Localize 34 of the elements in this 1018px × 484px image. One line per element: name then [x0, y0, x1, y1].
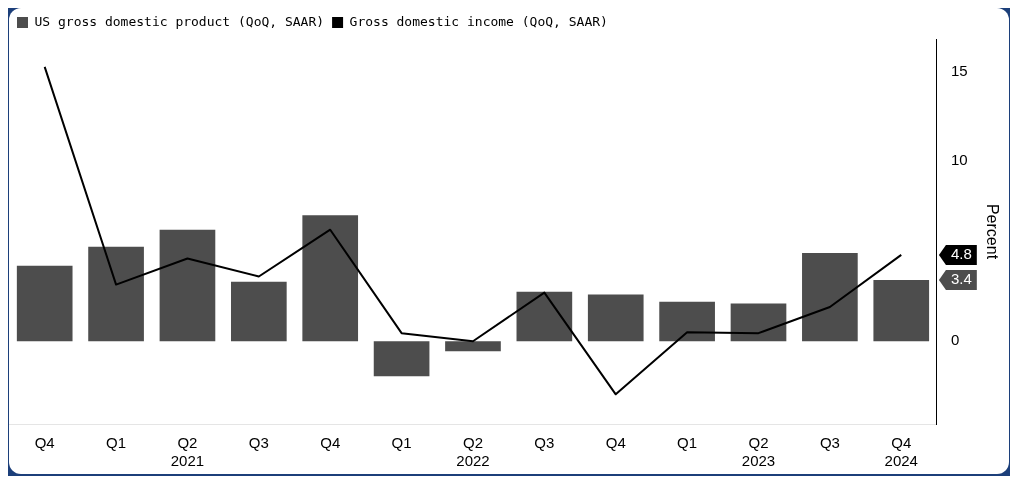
y-axis-title: Percent [983, 203, 1001, 260]
bar [230, 281, 287, 342]
x-tick-label: Q4 [320, 434, 341, 452]
bar [373, 341, 430, 377]
x-tick-label: Q4 [605, 434, 626, 452]
y-tick-label: 0 [950, 331, 960, 349]
bar [659, 301, 715, 342]
x-tick-label: Q1 [391, 434, 412, 452]
x-tick-label: Q3 [819, 434, 840, 452]
bar [516, 291, 573, 342]
bar [302, 215, 359, 342]
y-tick-label: 15 [950, 61, 968, 79]
x-tick-label: Q4 2024 [884, 434, 918, 470]
bar [873, 280, 930, 342]
y-tick-label: 3.4 [950, 270, 972, 288]
x-tick-label: Q4 [34, 434, 55, 452]
x-tick-label: Q1 [106, 434, 127, 452]
bar [587, 294, 644, 342]
y-tick-label: 4.8 [950, 245, 972, 263]
x-tick-label: Q2 2023 [741, 434, 776, 470]
legend-label: Gross domestic income (QoQ, SAAR) [349, 13, 608, 29]
bar [445, 341, 501, 352]
x-tick-label: Q3 [534, 434, 555, 452]
x-tick-label: Q2 2021 [170, 434, 205, 470]
bar [88, 246, 144, 342]
x-tick-label: Q2 2022 [456, 434, 490, 470]
y-tick-label: 10 [950, 151, 968, 169]
bar [16, 265, 73, 342]
x-tick-label: Q1 [677, 434, 698, 452]
bar [802, 253, 858, 342]
legend-label: US gross domestic product (QoQ, SAAR) [34, 13, 325, 29]
x-tick-label: Q3 [248, 434, 269, 452]
bar [159, 229, 216, 342]
bar [730, 303, 787, 342]
